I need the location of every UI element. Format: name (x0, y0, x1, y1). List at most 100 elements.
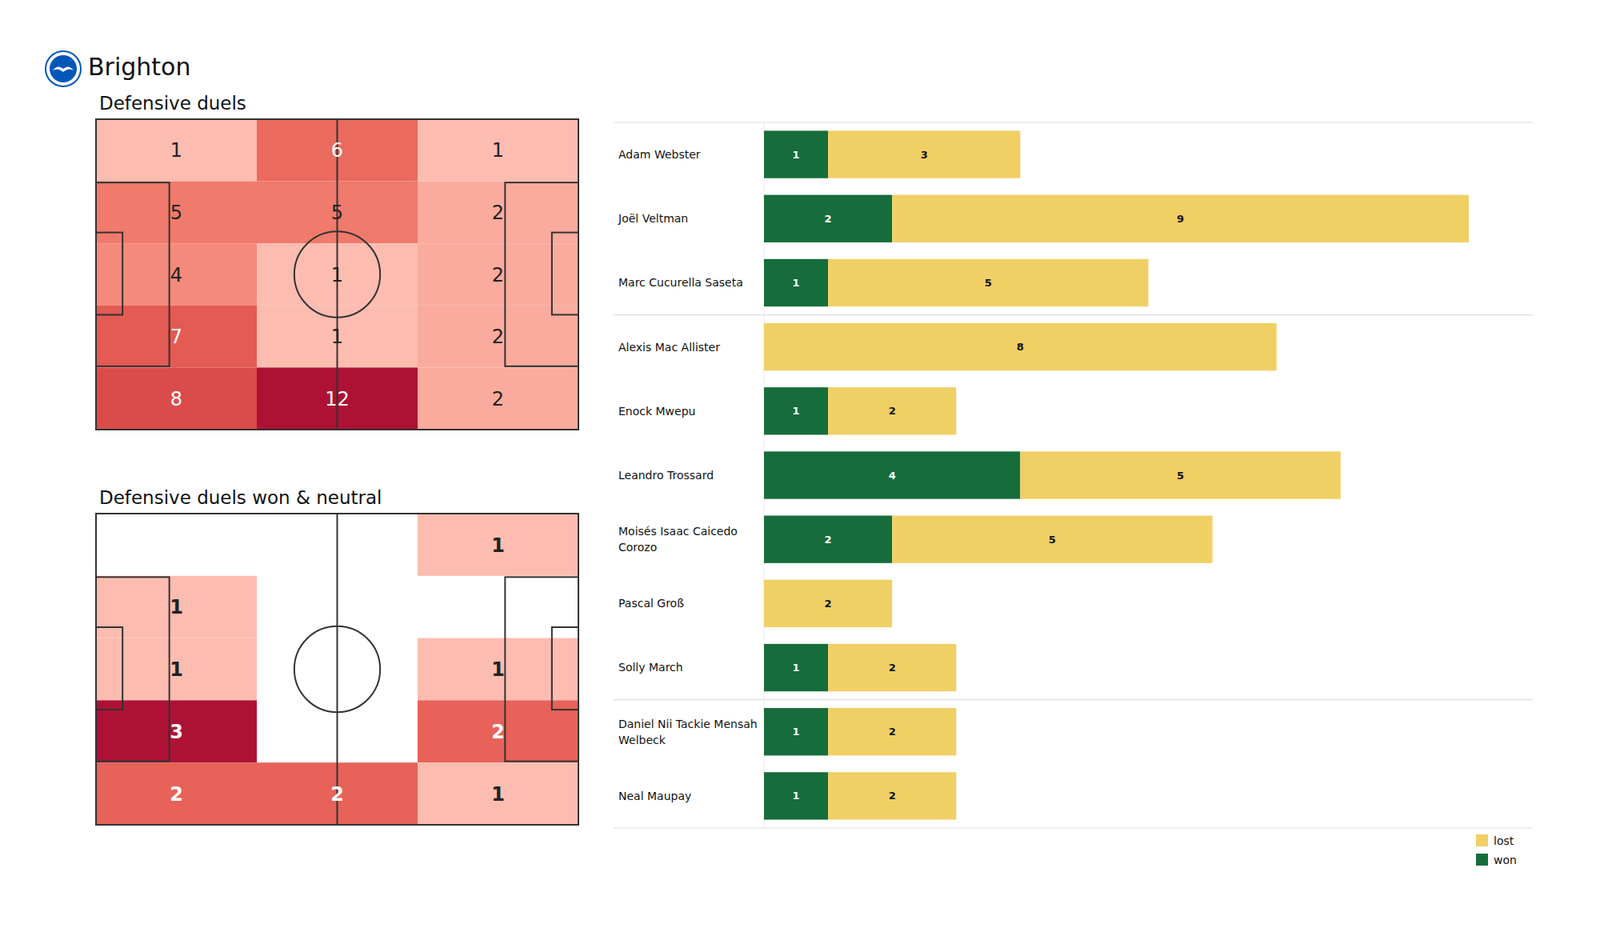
six-yard-box (552, 232, 579, 316)
pitch-lines (96, 513, 579, 825)
category-label: Adam Webster (618, 148, 701, 161)
logo (45, 51, 81, 87)
row-separator (613, 827, 1533, 828)
penalty-box (504, 182, 579, 367)
page-title: Brighton (88, 52, 191, 81)
cell-label: 1 (170, 139, 183, 162)
heat-cell (96, 762, 257, 825)
category-label-line: Enock Mwepu (618, 404, 696, 418)
category-label: Solly March (618, 660, 684, 674)
cell-label: 2 (492, 325, 504, 348)
six-yard-box (96, 627, 123, 710)
category-label-line: Welbeck (618, 733, 667, 747)
heatmap: Defensive duels1615524127128122 (96, 92, 579, 430)
cell-label: 6 (331, 139, 344, 162)
category-label: Joël Veltman (617, 212, 688, 225)
cell-label: 7 (170, 325, 183, 348)
bar-segment (828, 387, 956, 435)
bar-segment (828, 772, 956, 820)
pitch-background (96, 513, 579, 825)
cell-label: 2 (330, 783, 344, 806)
bar-segment (764, 708, 828, 756)
bar-chart: Adam WebsterJoël VeltmanMarc Cucurella S… (613, 122, 1533, 828)
bar-segment (764, 130, 828, 178)
category-label: Neal Maupay (618, 789, 692, 803)
row-separator (613, 314, 1533, 316)
bar-segment (764, 580, 892, 628)
cell-label: 8 (170, 388, 183, 411)
heat-cell (417, 119, 579, 182)
data-label: 1 (792, 789, 800, 802)
bar-segment (764, 644, 828, 692)
penalty-box (96, 182, 170, 367)
logo-disc (49, 55, 77, 83)
data-label: 2 (888, 661, 896, 674)
bar-segment (764, 516, 892, 564)
data-label: 1 (792, 148, 800, 161)
bar-segment (764, 772, 828, 820)
centre-circle (294, 626, 380, 712)
data-label: 2 (888, 404, 896, 417)
cell-label: 1 (331, 264, 344, 287)
heat-cell (417, 243, 579, 306)
heat-cell (96, 181, 257, 244)
category-label-line: Pascal Groß (618, 596, 684, 610)
data-label: 2 (824, 597, 832, 610)
category-label: Leandro Trossard (618, 468, 714, 482)
cell-label: 2 (169, 783, 184, 806)
category-label-line: Solly March (618, 660, 684, 674)
chart-root: BrightonDefensive duels1615524127128122D… (0, 0, 1600, 940)
bar-segment (828, 259, 1148, 307)
category-label: Moisés Isaac CaicedoCorozo (618, 524, 738, 554)
heat-cell (96, 119, 257, 182)
data-label: 5 (1048, 533, 1056, 546)
bar-segment (1020, 451, 1340, 499)
data-label: 4 (888, 469, 896, 482)
heat-cell (417, 638, 579, 701)
data-label: 9 (1176, 212, 1184, 225)
bar-segment (764, 195, 892, 243)
cells (96, 513, 579, 825)
bar-segment (892, 195, 1469, 243)
cell-labels: 1615524127128122 (170, 139, 504, 410)
pitch-lines (96, 119, 579, 430)
data-label: 5 (1176, 469, 1184, 482)
legend-label: lost (1493, 834, 1515, 848)
cell-label: 2 (492, 264, 504, 287)
category-label-line: Alexis Mac Allister (618, 340, 720, 354)
category-labels: Adam WebsterJoël VeltmanMarc Cucurella S… (617, 148, 758, 803)
data-label: 1 (792, 404, 800, 417)
data-label: 1 (792, 276, 800, 289)
heat-cell (96, 243, 257, 306)
data-label: 2 (888, 725, 896, 738)
row-separator (613, 699, 1533, 700)
data-labels: 13291581245252121212 (792, 148, 1185, 803)
heatmap: Defensive duels won & neutral111132221 (96, 487, 579, 825)
bar-segment (764, 259, 828, 307)
cell-label: 5 (331, 201, 344, 224)
pitch-outline (96, 119, 579, 430)
category-label: Enock Mwepu (618, 404, 696, 418)
legend-label: won (1493, 853, 1517, 867)
category-label-line: Leandro Trossard (618, 468, 714, 482)
logo-gull (52, 66, 74, 72)
bar-segment (764, 387, 828, 435)
six-yard-box (552, 627, 579, 710)
data-label: 2 (888, 789, 896, 802)
cell-label: 2 (492, 388, 504, 411)
category-label: Daniel Nii Tackie Mensah Welbeck (618, 717, 758, 747)
data-label: 2 (824, 212, 832, 225)
cell-label: 1 (169, 596, 184, 619)
penalty-box (504, 576, 579, 761)
cell-label: 3 (169, 720, 184, 744)
legend: lost won (1476, 834, 1517, 867)
category-label-line: Neal Maupay (618, 789, 692, 803)
data-label: 2 (824, 533, 832, 546)
category-label: Pascal Groß (618, 596, 684, 610)
category-label-line: Adam Webster (618, 148, 701, 161)
data-label: 3 (920, 148, 928, 161)
cell-label: 4 (170, 264, 183, 287)
bar-segment (828, 130, 1020, 178)
heatmap-title: Defensive duels (99, 92, 247, 114)
category-label-line: Daniel Nii Tackie Mensah (618, 717, 758, 731)
